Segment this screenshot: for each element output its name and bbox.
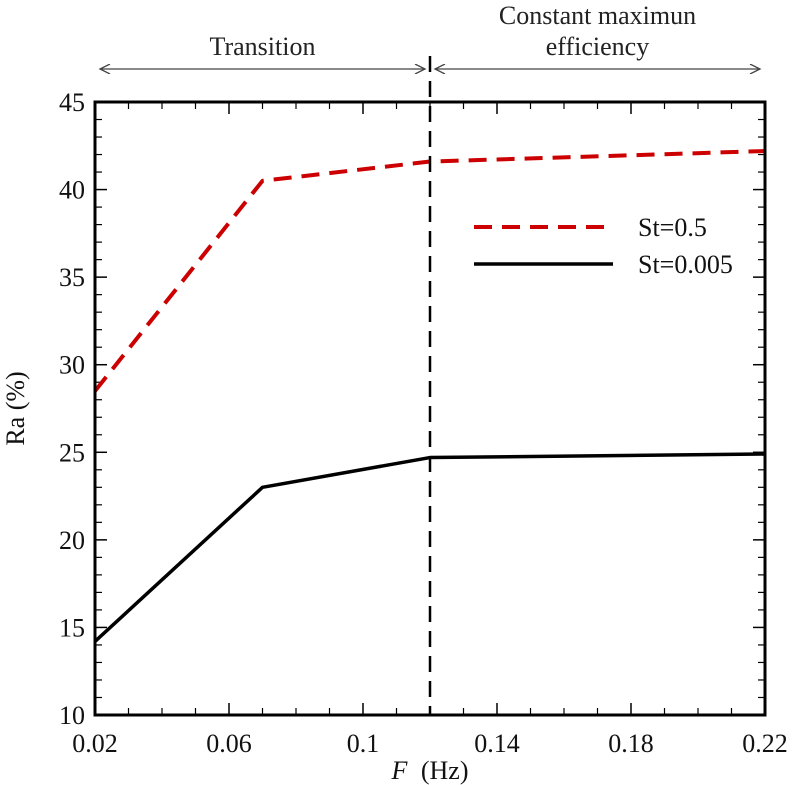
y-tick-label: 10 — [59, 701, 85, 730]
y-tick-label: 20 — [59, 526, 85, 555]
y-tick-label: 35 — [59, 263, 85, 292]
region-label-2: Constant maximun — [499, 1, 696, 30]
y-tick-label: 25 — [59, 438, 85, 467]
x-axis-title-italic: F — [390, 756, 408, 785]
y-axis-title: Ra (%) — [1, 371, 30, 445]
y-tick-label: 15 — [59, 613, 85, 642]
series-lines — [93, 149, 766, 643]
x-tick-label: 0.18 — [608, 729, 654, 758]
tick-labels: 0.02 0.06 0.1 0.14 0.18 0.22 10 15 20 25 30 35 40 45 — [59, 88, 788, 758]
x-tick-label: 0.02 — [72, 729, 118, 758]
x-tick-label: 0.06 — [206, 729, 252, 758]
x-tick-label: 0.22 — [742, 729, 788, 758]
legend-label-2: St=0.005 — [638, 250, 733, 279]
y-tick-label: 45 — [59, 88, 85, 117]
series-line-1 — [93, 149, 766, 393]
region-label-2: efficiency — [546, 32, 649, 61]
x-axis-title-unit: (Hz) — [421, 756, 469, 785]
x-tick-label: 0.14 — [474, 729, 520, 758]
series-line-2 — [93, 452, 766, 643]
x-tick-label: 0.1 — [347, 729, 380, 758]
y-tick-label: 40 — [59, 176, 85, 205]
y-tick-label: 30 — [59, 351, 85, 380]
legend-label-1: St=0.5 — [638, 213, 707, 242]
region-label-1: Transition — [210, 32, 316, 61]
x-axis-title: F (Hz) — [390, 756, 468, 785]
legend: St=0.5 St=0.005 — [474, 213, 733, 279]
